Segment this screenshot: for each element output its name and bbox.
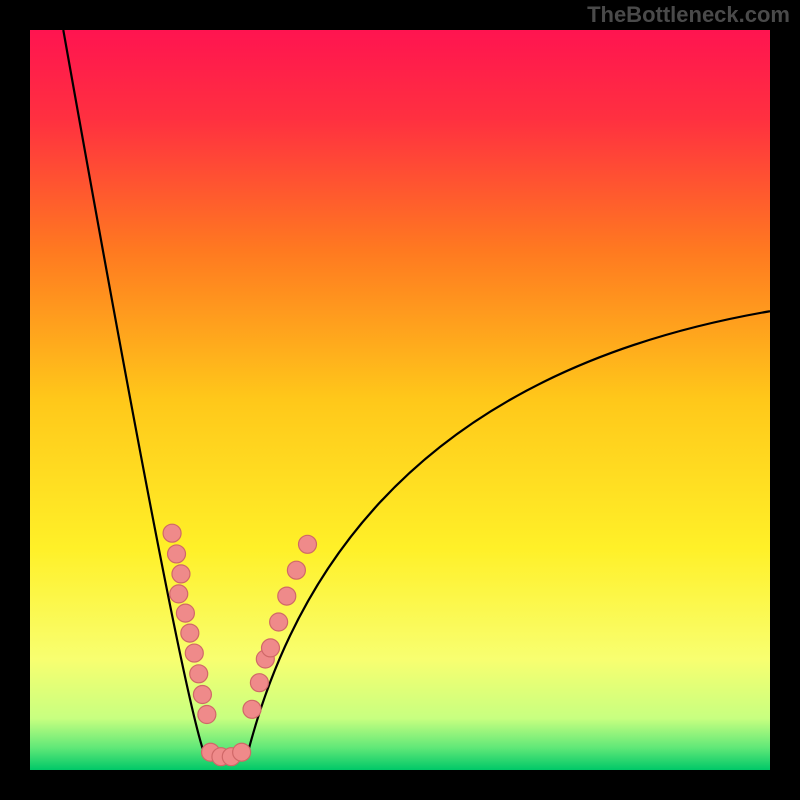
- marker-dot: [181, 624, 199, 642]
- marker-dot: [243, 700, 261, 718]
- marker-dot: [198, 706, 216, 724]
- marker-dot: [185, 644, 203, 662]
- marker-dot: [193, 686, 211, 704]
- marker-dot: [170, 585, 188, 603]
- marker-dot: [176, 604, 194, 622]
- marker-dot: [278, 587, 296, 605]
- marker-dot: [250, 674, 268, 692]
- marker-dot: [168, 545, 186, 563]
- plot-area: [30, 30, 770, 770]
- marker-dot: [190, 665, 208, 683]
- marker-dot: [163, 524, 181, 542]
- marker-dot: [270, 613, 288, 631]
- chart-svg: [30, 30, 770, 770]
- marker-dot: [287, 561, 305, 579]
- outer-frame: TheBottleneck.com: [0, 0, 800, 800]
- marker-dot: [262, 639, 280, 657]
- gradient-background: [30, 30, 770, 770]
- marker-dot: [172, 565, 190, 583]
- watermark-text: TheBottleneck.com: [587, 2, 790, 28]
- marker-dot: [233, 743, 251, 761]
- marker-dot: [299, 535, 317, 553]
